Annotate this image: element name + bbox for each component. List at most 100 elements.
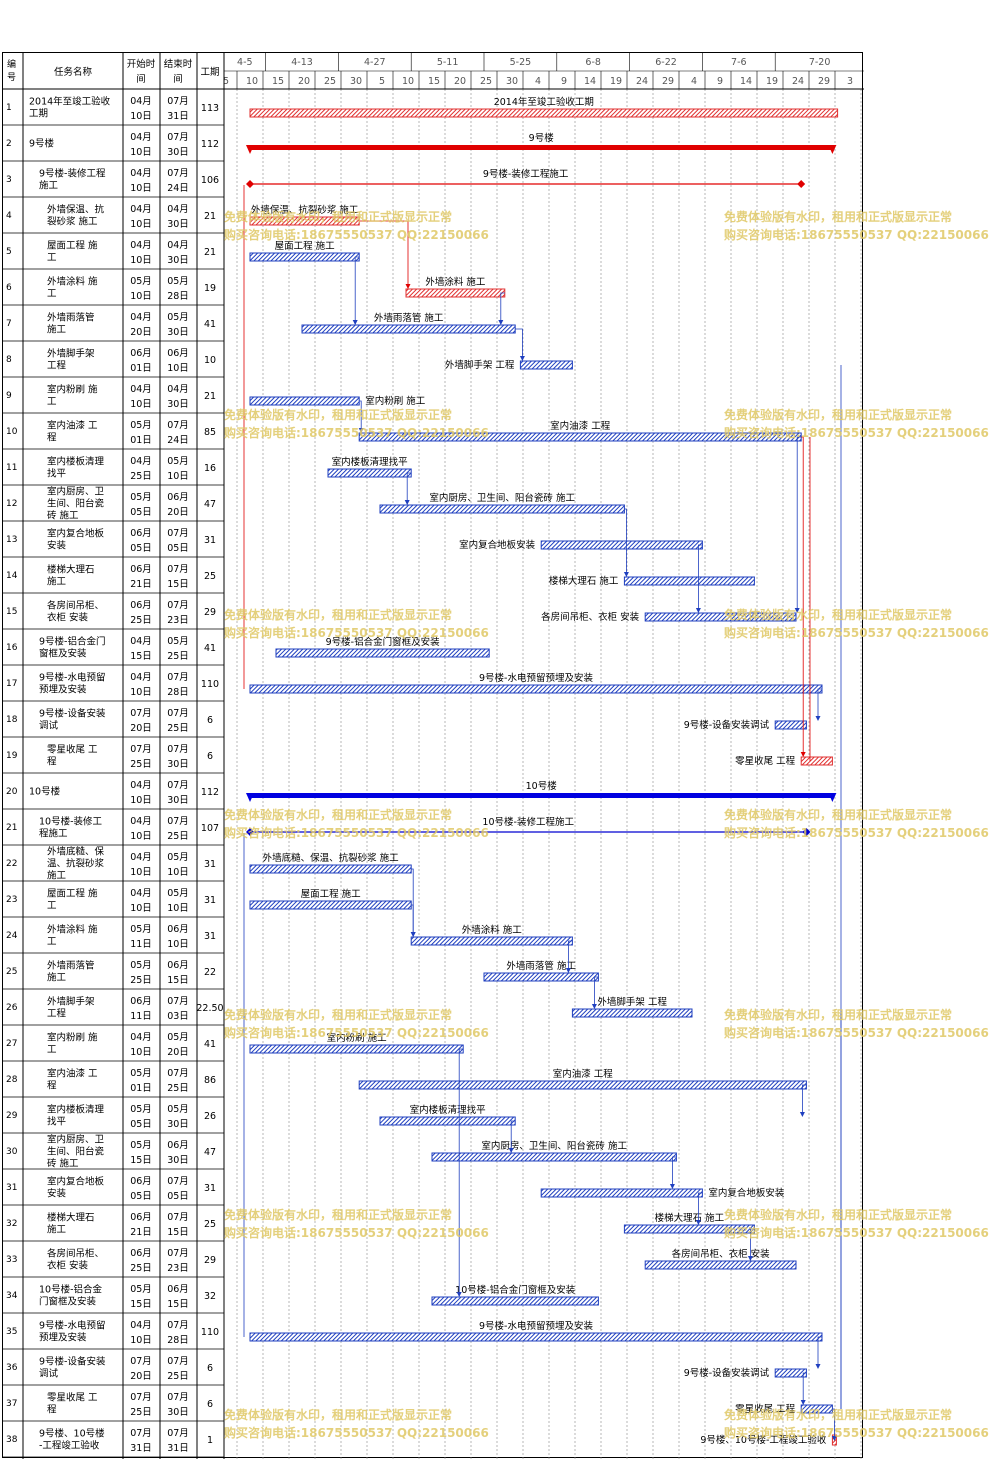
gantt-bar[interactable]: [519, 360, 573, 370]
tick-label: 24: [792, 76, 804, 87]
task-id: 34: [6, 1291, 18, 1301]
task-row[interactable]: 34 10号楼-铝合金门窗框及安装 05月 15日 06月 15日 32 10号楼-铝合金门窗…: [3, 1284, 599, 1314]
gantt-bar[interactable]: [405, 288, 506, 298]
task-row[interactable]: 26 外墙脚手架 工程 06月 11日 07月 03日 22.50 外墙脚手架 工程: [3, 996, 693, 1026]
task-row[interactable]: 20 10号楼 04月 10日 07月 30日 112 10号楼: [3, 780, 837, 810]
task-row[interactable]: 18 9号楼-设备安装调试 07月 20日 07月 25日 6 9号楼-设备安装调试: [3, 708, 807, 738]
task-start: 06月: [130, 1212, 152, 1223]
gantt-bar[interactable]: [249, 1332, 823, 1342]
task-name: 预埋及安装: [39, 1332, 87, 1344]
task-id: 2: [6, 139, 12, 149]
gantt-bar[interactable]: [571, 1008, 693, 1018]
gantt-bar[interactable]: [250, 793, 833, 798]
task-row[interactable]: 2 9号楼 04月 10日 07月 30日 112 9号楼: [3, 132, 837, 162]
bar-label: 室内楼板清理找平: [410, 1104, 487, 1116]
dependency-line: [500, 292, 505, 324]
task-row[interactable]: 5 屋面工程 施工 04月 10日 04月 30日 21 屋面工程 施工: [3, 240, 360, 270]
task-name: 室内厨房、卫: [47, 1134, 105, 1146]
gantt-bar[interactable]: [358, 432, 802, 442]
task-duration: 21: [204, 391, 216, 402]
gantt-bar[interactable]: [431, 1296, 599, 1306]
task-row[interactable]: 30 室内厨房、卫生间、阳台瓷砖 施工 05月 15日 06月 30日 47 室内厨房、卫生间…: [3, 1134, 677, 1170]
gantt-bar[interactable]: [249, 684, 823, 694]
task-row[interactable]: 14 楼梯大理石 施工 06月 21日 07月 15日 25 楼梯大理石 施工: [3, 564, 755, 594]
task-row[interactable]: 8 外墙脚手架 工程 06月 01日 06月 10日 10 外墙脚手架 工程: [3, 348, 573, 378]
task-row[interactable]: 22 外墙底糙、保温、抗裂砂浆 施工 04月 10日 05月 10日 31 外墙底糙、保温、抗…: [3, 846, 412, 882]
task-name: 楼梯大理石: [47, 564, 95, 576]
task-row[interactable]: 9 室内粉刷 施工 04月 10日 04月 30日 21 室内粉刷 施工: [3, 384, 426, 414]
task-end: 06月: [167, 1140, 189, 1151]
gantt-bar[interactable]: [249, 864, 412, 874]
task-end: 25日: [167, 723, 189, 734]
task-duration: 31: [204, 1183, 216, 1194]
task-row[interactable]: 4 外墙保温、抗裂砂浆 施工 04月 10日 04月 30日 21 外墙保温、抗裂砂浆 施工: [3, 204, 360, 234]
task-start: 05月: [130, 924, 152, 935]
task-row[interactable]: 24 外墙涂料 施工 05月 11日 06月 10日 31 外墙涂料 施工: [3, 924, 573, 954]
task-row[interactable]: 32 楼梯大理石 施工 06月 21日 07月 15日 25 楼梯大理石 施工: [3, 1212, 755, 1242]
gantt-bar[interactable]: [249, 396, 360, 406]
task-row[interactable]: 29 室内楼板清理找平 05月 05日 05月 30日 26 室内楼板清理找平: [3, 1104, 516, 1134]
dependency-line: [354, 256, 360, 324]
task-duration: 29: [204, 1255, 216, 1266]
task-row[interactable]: 16 9号楼-铝合金门窗框及安装 04月 15日 05月 25日 41 9号楼-铝合金门窗框及…: [3, 636, 490, 666]
task-row[interactable]: 6 外墙涂料 施工 05月 10日 05月 28日 19 外墙涂料 施工: [3, 276, 506, 306]
task-row[interactable]: 21 10号楼-装修工程施工 04月 10日 07月 25日 107 10号楼-装修工程施工: [3, 816, 811, 846]
task-start: 05日: [130, 507, 152, 518]
gantt-bar[interactable]: [410, 936, 573, 946]
gantt-bar[interactable]: [540, 540, 703, 550]
task-row[interactable]: 17 9号楼-水电预留预埋及安装 04月 10日 07月 28日 110 9号楼-水电预留预埋…: [3, 672, 823, 702]
task-row[interactable]: 28 室内油漆 工程 05月 01日 07月 25日 86 室内油漆 工程: [3, 1068, 807, 1098]
task-row[interactable]: 38 9号楼、10号楼-工程竣工验收 07月 31日 07月 31日 1 9号楼、10号楼-工…: [3, 1428, 837, 1458]
gantt-bar[interactable]: [800, 1404, 833, 1414]
gantt-bar[interactable]: [431, 1152, 677, 1162]
task-row[interactable]: 15 各房间吊柜、衣柜 安装 06月 25日 07月 23日 29 各房间吊柜、衣柜 安装: [3, 600, 797, 630]
gantt-bar[interactable]: [249, 108, 839, 118]
gantt-bar[interactable]: [301, 324, 516, 334]
gantt-bar[interactable]: [249, 900, 412, 910]
gantt-bar[interactable]: [249, 216, 360, 226]
gantt-bar[interactable]: [644, 1260, 797, 1270]
task-row[interactable]: 12 室内厨房、卫生间、阳台瓷砖 施工 05月 05日 06月 20日 47 室内厨房、卫生间…: [3, 486, 625, 522]
tick-label: 30: [506, 76, 518, 87]
task-row[interactable]: 13 室内复合地板安装 06月 05日 07月 05日 31 室内复合地板安装: [3, 528, 703, 558]
task-row[interactable]: 23 屋面工程 施工 04月 10日 05月 10日 31 屋面工程 施工: [3, 888, 412, 918]
task-name: 室内楼板清理: [47, 1104, 105, 1116]
task-row[interactable]: 27 室内粉刷 施工 04月 10日 05月 20日 41 室内粉刷 施工: [3, 1032, 464, 1062]
gantt-bar[interactable]: [800, 756, 833, 766]
gantt-bar[interactable]: [250, 145, 833, 150]
task-row[interactable]: 7 外墙雨落管 施工 04月 20日 05月 30日 41 外墙雨落管 施工: [3, 312, 516, 342]
gantt-bar[interactable]: [623, 576, 755, 586]
task-row[interactable]: 33 各房间吊柜、衣柜 安装 06月 25日 07月 23日 29 各房间吊柜、衣柜 安装: [3, 1248, 797, 1278]
bar-label: 9号楼-设备安装调试: [684, 719, 770, 731]
task-row[interactable]: 35 9号楼-水电预留预埋及安装 04月 10日 07月 28日 110 9号楼-水电预留预埋…: [3, 1320, 823, 1350]
task-name: 各房间吊柜、: [47, 600, 104, 612]
task-row[interactable]: 25 外墙雨落管 施工 05月 25日 06月 15日 22 外墙雨落管 施工: [3, 960, 599, 990]
gantt-bar[interactable]: [249, 1044, 464, 1054]
task-row[interactable]: 37 零星收尾 工程 07月 25日 07月 30日 6 零星收尾 工程: [3, 1392, 833, 1422]
task-row[interactable]: 10 室内油漆 工程 05月 01日 07月 24日 85 室内油漆 工程: [3, 420, 802, 450]
gantt-bar[interactable]: [774, 720, 807, 730]
bar-label: 楼梯大理石 施工: [549, 575, 619, 587]
gantt-bar[interactable]: [275, 648, 490, 658]
task-start: 25日: [130, 975, 152, 986]
task-row[interactable]: 11 室内楼板清理找平 04月 25日 05月 10日 16 室内楼板清理找平: [3, 456, 412, 486]
task-start: 06月: [130, 564, 152, 575]
gantt-bar[interactable]: [379, 504, 625, 514]
gantt-bar[interactable]: [249, 252, 360, 262]
gantt-bar[interactable]: [774, 1368, 807, 1378]
gantt-bar[interactable]: [358, 1080, 807, 1090]
task-row[interactable]: 19 零星收尾 工程 07月 25日 07月 30日 6 零星收尾 工程: [3, 744, 833, 774]
gantt-bar[interactable]: [644, 612, 797, 622]
task-row[interactable]: 1 2014年至竣工验收工期 04月 10日 07月 31日 113 2014年至竣工验收工期: [3, 96, 839, 126]
gantt-bar[interactable]: [483, 972, 599, 982]
task-end: 05月: [167, 1104, 189, 1115]
task-start: 07月: [130, 1392, 152, 1403]
task-end: 30日: [167, 795, 189, 806]
gantt-bar[interactable]: [623, 1224, 755, 1234]
task-row[interactable]: 31 室内复合地板安装 06月 05日 07月 05日 31 室内复合地板安装: [3, 1176, 785, 1206]
gantt-bar[interactable]: [540, 1188, 703, 1198]
gantt-bar[interactable]: [379, 1116, 516, 1126]
gantt-bar[interactable]: [327, 468, 412, 478]
task-row[interactable]: 36 9号楼-设备安装调试 07月 20日 07月 25日 6 9号楼-设备安装调试: [3, 1356, 807, 1386]
task-row[interactable]: 3 9号楼-装修工程施工 04月 10日 07月 24日 106 9号楼-装修工程施工: [3, 168, 806, 198]
